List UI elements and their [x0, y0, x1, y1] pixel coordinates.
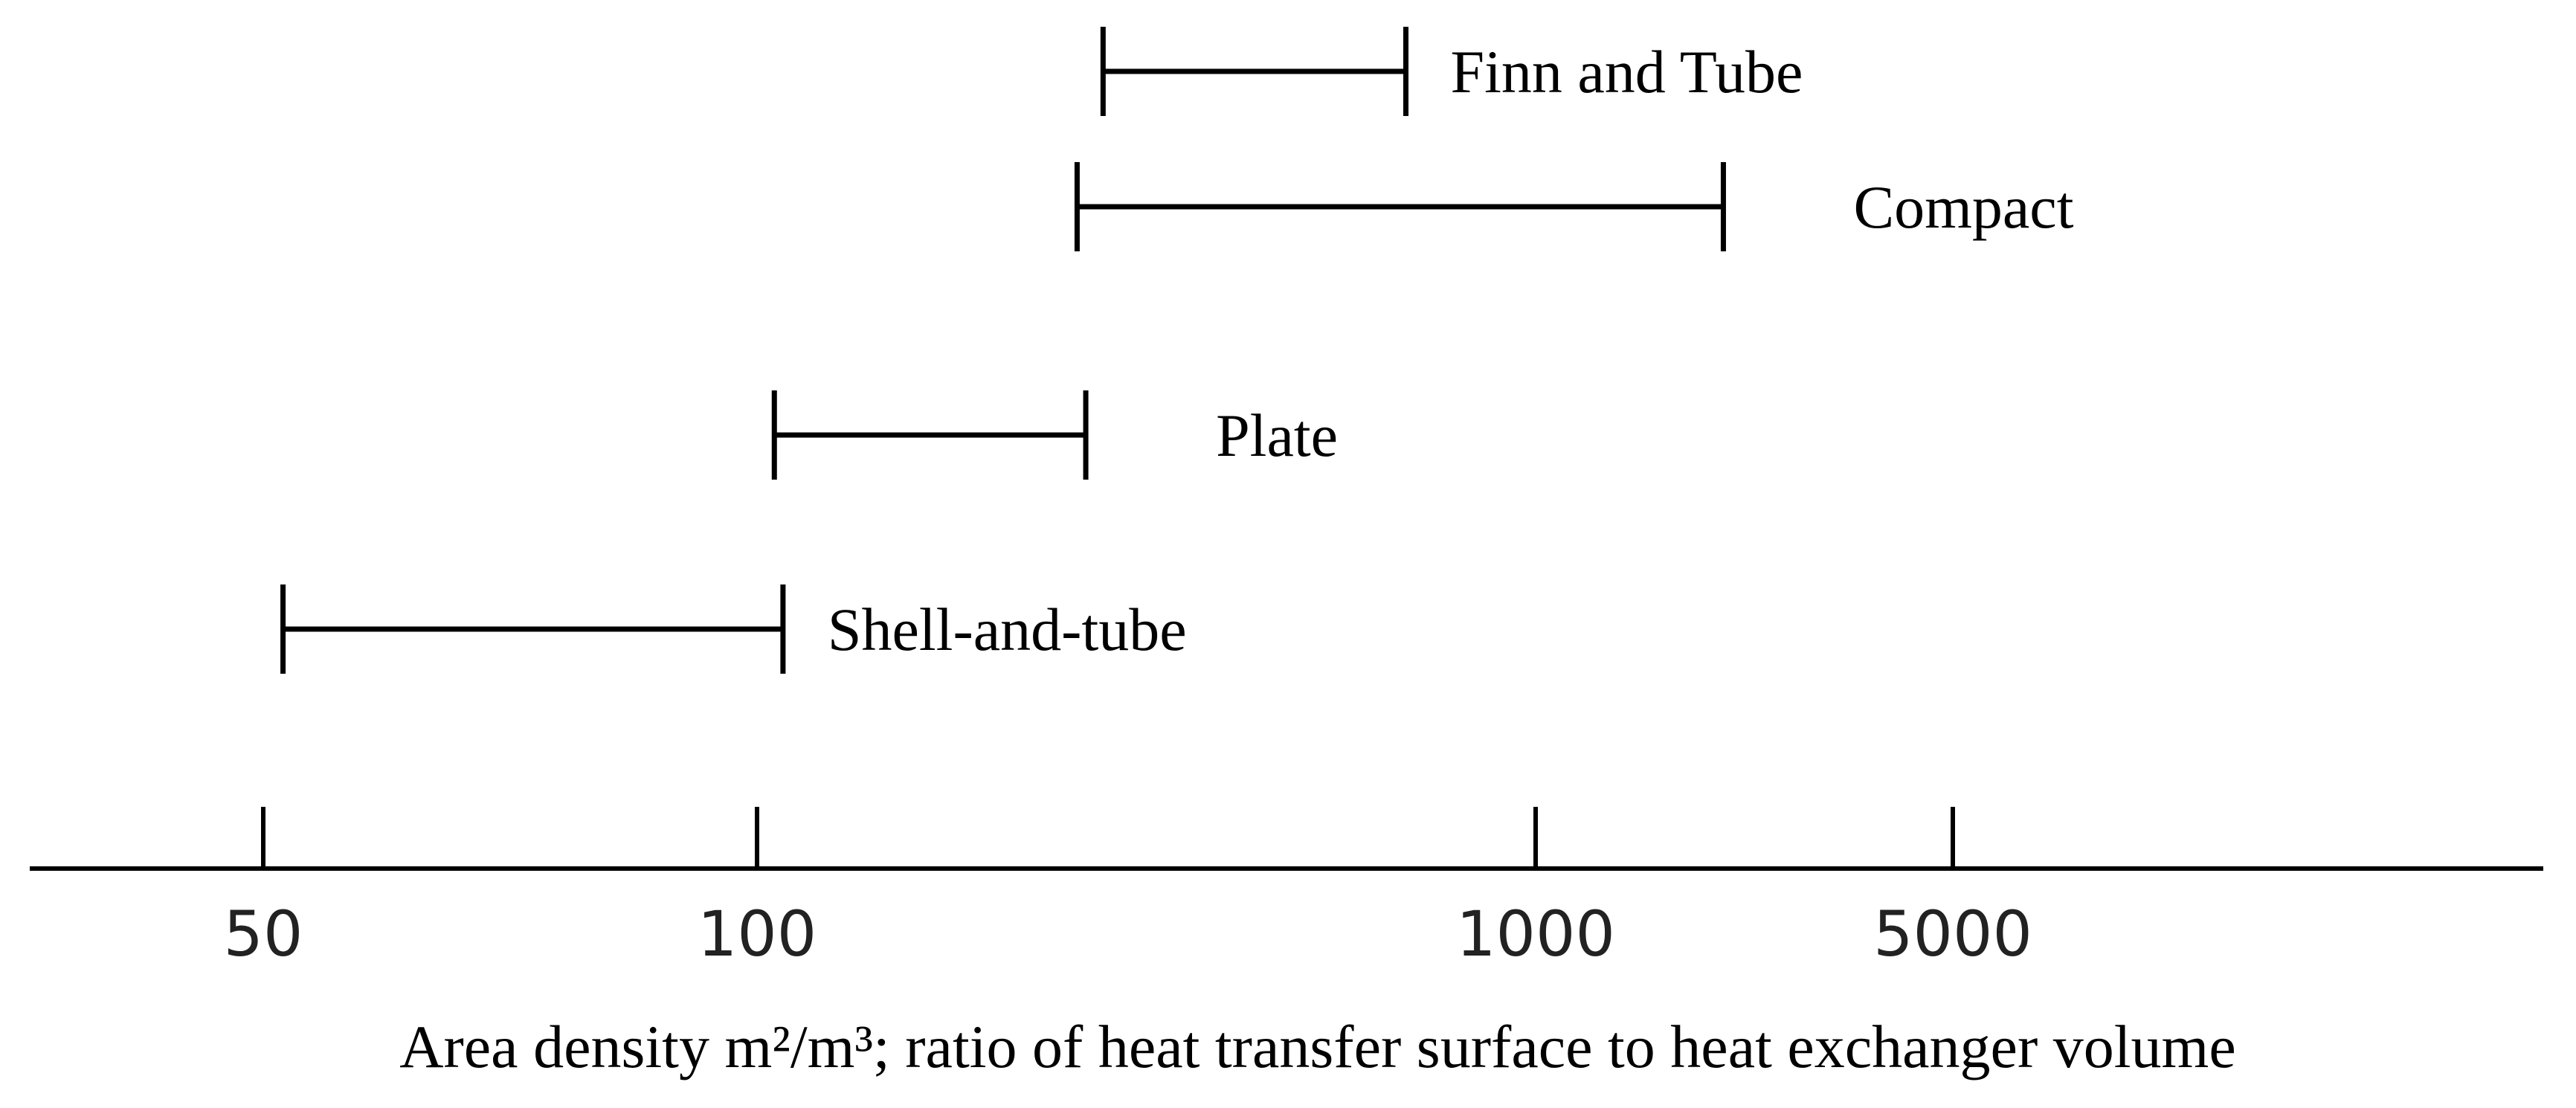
range-plate: Plate — [771, 390, 1338, 480]
x-tick-label-50: 50 — [224, 898, 303, 970]
range-label-finn-and-tube: Finn and Tube — [1451, 38, 1803, 106]
x-axis-ticks: 50 100 1000 5000 — [224, 807, 2032, 970]
range-bars: Finn and Tube Compact Plate Shell-and-tube — [280, 27, 2074, 674]
range-label-compact: Compact — [1853, 173, 2073, 241]
range-shell-and-tube: Shell-and-tube — [280, 584, 1187, 674]
x-tick-label-1000: 1000 — [1456, 898, 1615, 970]
range-finn-and-tube: Finn and Tube — [1100, 27, 1803, 116]
range-label-shell-and-tube: Shell-and-tube — [828, 596, 1187, 663]
x-axis-title: Area density m²/m³; ratio of heat transf… — [399, 1013, 2235, 1080]
x-tick-label-100: 100 — [698, 898, 817, 970]
range-label-plate: Plate — [1216, 402, 1338, 469]
x-tick-label-5000: 5000 — [1873, 898, 2032, 970]
range-compact: Compact — [1074, 162, 2074, 251]
